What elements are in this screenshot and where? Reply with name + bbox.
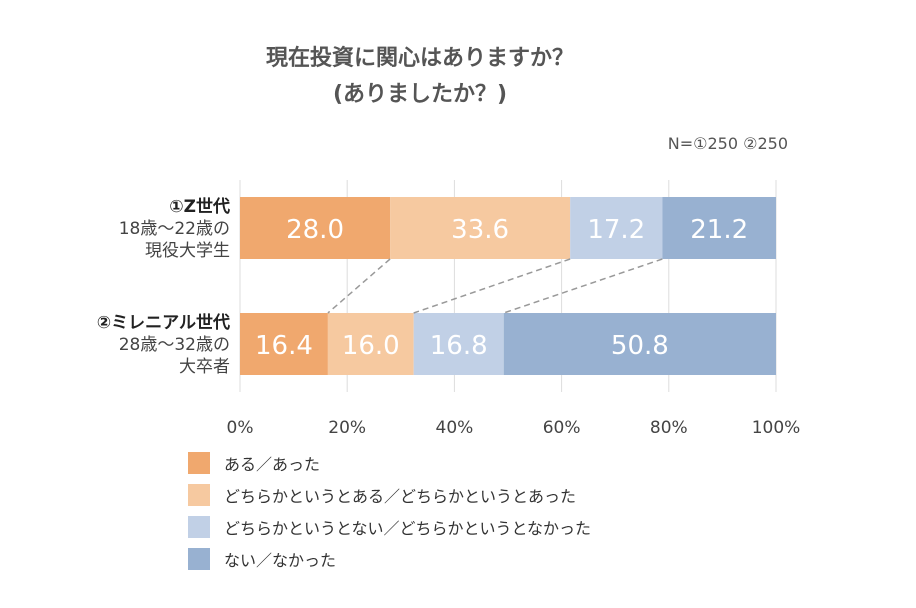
legend-swatch (188, 548, 210, 570)
stacked-bar-chart: 0% 20% 40% 60% 80% 100% 28.0 33.6 17.2 21.2 ①Z世代18… (97, 180, 801, 438)
legend-label: ない／なかった (224, 551, 337, 570)
legend-swatch (188, 484, 210, 506)
connector-line (413, 258, 571, 314)
data-label: 16.8 (430, 331, 488, 361)
bar-segment (327, 313, 414, 375)
category-label: ①Z世代 (169, 196, 230, 217)
x-tick-label: 40% (436, 418, 474, 438)
category-sublabel: 大卒者 (179, 357, 230, 377)
data-label: 33.6 (451, 215, 509, 245)
data-label: 17.2 (587, 215, 645, 245)
bar-segment (390, 197, 571, 259)
connector-line (327, 258, 391, 314)
chart-title-line1: 現在投資に関心はありますか？ (265, 46, 574, 71)
data-label: 50.8 (611, 331, 669, 361)
sample-size-note: N=①250 ②250 (667, 134, 788, 153)
data-label: 28.0 (286, 215, 344, 245)
chart-legend: ある／あったどちらかというとある／どちらかというとあった どちらかというとない／ど… (188, 450, 591, 578)
legend-item: ない／なかった (188, 546, 591, 572)
legend-item: ある／あった (188, 450, 591, 476)
x-tick-label: 0% (227, 418, 254, 438)
category-sublabel: 18歳～22歳の (119, 219, 230, 239)
legend-item: どちらかというとない／どちらかというとなかった (188, 514, 591, 540)
x-tick-label: 20% (328, 418, 366, 438)
x-tick-label: 100% (752, 418, 801, 438)
legend-swatch (188, 516, 210, 538)
x-tick-label: 60% (543, 418, 581, 438)
legend-swatch (188, 452, 210, 474)
bar-segment (503, 313, 776, 375)
legend-item: どちらかというとある／どちらかというとあった (188, 482, 591, 508)
category-label: ②ミレニアル世代 (97, 312, 230, 333)
bar-segment (240, 197, 391, 259)
legend-label: どちらかというとない／どちらかというとなかった (224, 519, 592, 538)
data-label: 16.4 (255, 331, 313, 361)
legend-label: どちらかというとある／どちらかというとあった (224, 487, 577, 506)
legend-label: ある／あった (224, 455, 321, 474)
bar-segment (662, 197, 776, 259)
chart-title-line2: (ありましたか？) (332, 82, 508, 107)
bar-segment (240, 313, 328, 375)
category-sublabel: 現役大学生 (145, 241, 230, 261)
bar-segment (413, 313, 504, 375)
connector-line (503, 258, 663, 314)
data-label: 16.0 (342, 331, 400, 361)
bar-segment (570, 197, 663, 259)
category-sublabel: 28歳～32歳の (119, 335, 230, 355)
data-label: 21.2 (690, 215, 748, 245)
x-tick-label: 80% (650, 418, 688, 438)
